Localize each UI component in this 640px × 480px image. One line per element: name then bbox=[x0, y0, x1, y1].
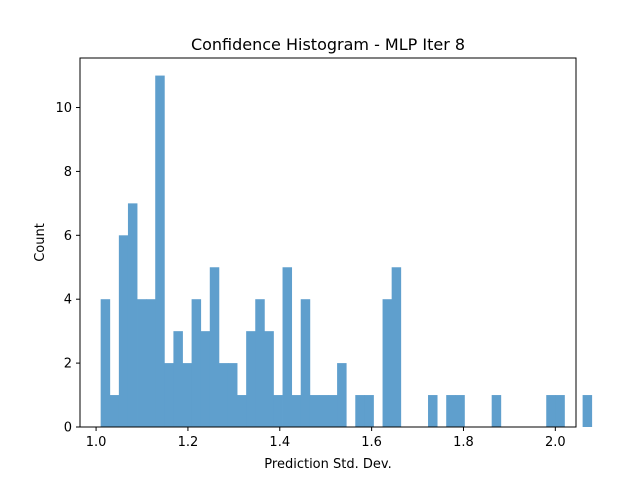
histogram-bar bbox=[309, 395, 320, 427]
histogram-bar bbox=[455, 395, 465, 427]
y-tick-label: 4 bbox=[64, 293, 72, 308]
histogram-bar bbox=[582, 395, 593, 427]
histogram-bar bbox=[382, 299, 393, 427]
plot-frame bbox=[79, 57, 577, 428]
histogram-bar bbox=[491, 395, 502, 427]
histogram-bar bbox=[546, 395, 556, 427]
bars-group bbox=[100, 75, 593, 428]
x-tick-label: 1.8 bbox=[453, 435, 474, 450]
histogram-bar bbox=[100, 299, 111, 427]
histogram-bar bbox=[237, 395, 247, 427]
histogram-bar bbox=[273, 395, 283, 427]
y-tick-label: 0 bbox=[64, 421, 72, 436]
histogram-bar bbox=[364, 395, 374, 427]
histogram-bar bbox=[109, 395, 120, 427]
histogram-bar bbox=[318, 395, 329, 427]
histogram-bar bbox=[264, 331, 274, 427]
histogram-bar bbox=[300, 299, 311, 427]
x-tick-label: 2.0 bbox=[545, 435, 566, 450]
y-tick-label: 2 bbox=[64, 357, 72, 372]
histogram-bar bbox=[555, 395, 565, 427]
histogram-bar bbox=[118, 235, 129, 427]
histogram-bar bbox=[209, 267, 220, 427]
x-axis-title: Prediction Std. Dev. bbox=[264, 457, 391, 472]
histogram-bar bbox=[191, 299, 202, 427]
histogram-bar bbox=[200, 331, 211, 427]
y-axis-title: Count bbox=[33, 223, 48, 262]
x-tick-label: 1.0 bbox=[86, 435, 107, 450]
y-tick-label: 10 bbox=[55, 101, 72, 116]
histogram-bar bbox=[146, 299, 156, 427]
x-tick-label: 1.2 bbox=[178, 435, 199, 450]
histogram-bar bbox=[164, 363, 174, 427]
histogram-bar bbox=[182, 363, 192, 427]
histogram-bar bbox=[227, 363, 238, 427]
y-tick-label: 8 bbox=[64, 165, 72, 180]
chart-title: Confidence Histogram - MLP Iter 8 bbox=[191, 35, 465, 54]
histogram-bar bbox=[428, 395, 438, 427]
histogram-bar bbox=[446, 395, 456, 427]
histogram-bar bbox=[155, 75, 165, 428]
y-axis-ticks: 0 2 4 6 8 10 bbox=[55, 101, 80, 436]
x-tick-label: 1.6 bbox=[361, 435, 382, 450]
histogram-bar bbox=[255, 299, 265, 427]
x-tick-label: 1.4 bbox=[269, 435, 290, 450]
histogram-bar bbox=[127, 203, 138, 427]
histogram-bar bbox=[173, 331, 183, 427]
histogram-bar bbox=[137, 299, 147, 427]
histogram-bar bbox=[246, 331, 256, 427]
x-axis-ticks: 1.0 1.2 1.4 1.6 1.8 2.0 bbox=[86, 427, 566, 450]
histogram-bar bbox=[291, 395, 302, 427]
histogram-bar bbox=[391, 267, 402, 427]
histogram-bar bbox=[328, 395, 338, 427]
histogram-bar bbox=[282, 267, 293, 427]
y-tick-label: 6 bbox=[64, 229, 72, 244]
histogram-bar bbox=[218, 363, 229, 427]
histogram-bar bbox=[337, 363, 347, 427]
histogram-bar bbox=[355, 395, 365, 427]
